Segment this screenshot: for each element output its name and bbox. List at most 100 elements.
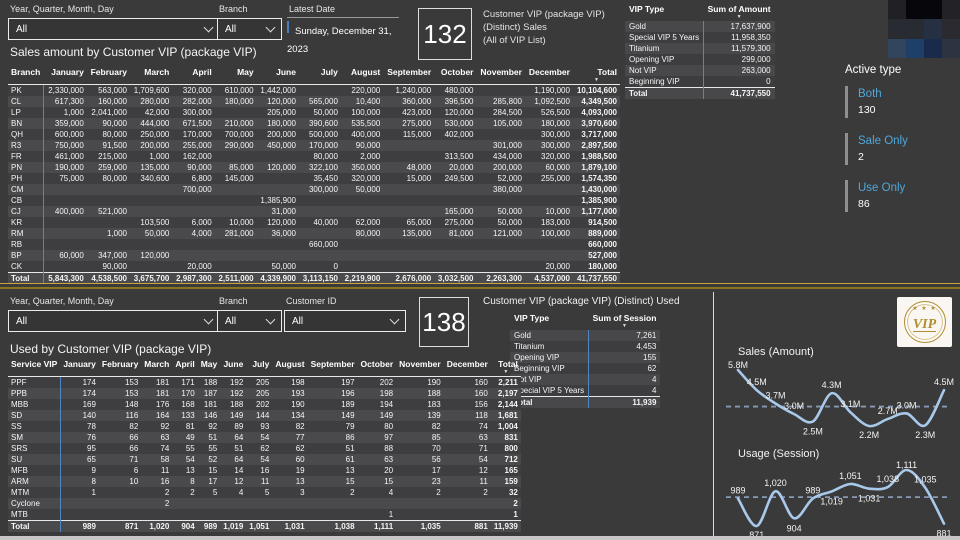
vip-type-cell[interactable]: Beginning VIP (514, 364, 565, 373)
matrix-cell[interactable] (87, 184, 130, 195)
matrix-total-cell[interactable]: 3,970,600 (581, 119, 617, 128)
matrix-cell[interactable]: 66 (129, 433, 139, 442)
matrix-cell[interactable]: 91,500 (102, 141, 127, 150)
column-header[interactable]: September (307, 358, 358, 377)
vip-type-cell[interactable]: Opening VIP (514, 353, 560, 362)
matrix-total-cell[interactable]: 1,574,350 (581, 174, 617, 183)
column-header[interactable]: October (434, 66, 477, 85)
matrix-cell[interactable]: 4,000 (191, 229, 212, 238)
matrix-cell[interactable]: 50,000 (313, 108, 338, 117)
matrix-cell[interactable] (341, 261, 383, 273)
matrix-cell[interactable] (477, 85, 525, 97)
row-header[interactable]: SD (11, 411, 23, 420)
matrix-cell[interactable]: 103,500 (140, 218, 170, 227)
matrix-cell[interactable]: 380,000 (493, 185, 522, 194)
matrix-cell[interactable]: 285,800 (493, 97, 522, 106)
matrix-cell[interactable] (299, 228, 341, 239)
row-header[interactable]: FR (11, 152, 22, 161)
matrix-cell[interactable]: 120,000 (267, 97, 296, 106)
matrix-cell[interactable]: 1,385,900 (260, 196, 296, 205)
matrix-cell[interactable] (383, 206, 434, 217)
matrix-cell[interactable] (99, 498, 141, 509)
matrix-total-cell[interactable]: 1,177,000 (581, 207, 617, 216)
matrix-cell[interactable]: 105,000 (493, 119, 522, 128)
vip-type-cell[interactable]: Opening VIP (629, 55, 675, 64)
matrix-cell[interactable]: 360,000 (402, 97, 432, 106)
matrix-cell[interactable]: 54 (260, 433, 270, 442)
matrix-cell[interactable]: 170,000 (308, 141, 338, 150)
matrix-cell[interactable]: 275,000 (402, 119, 432, 128)
matrix-cell[interactable]: 188 (229, 400, 244, 409)
matrix-cell[interactable] (477, 195, 525, 206)
matrix-cell[interactable]: 116 (125, 411, 139, 420)
matrix-cell[interactable]: 11 (261, 477, 270, 486)
matrix-cell[interactable]: 63 (384, 455, 394, 464)
row-header[interactable]: R3 (11, 141, 22, 150)
matrix-cell[interactable] (525, 250, 573, 261)
matrix-cell[interactable] (444, 509, 491, 521)
matrix-cell[interactable]: 80 (384, 422, 394, 431)
matrix-cell[interactable] (434, 250, 476, 261)
matrix-cell[interactable]: 160 (474, 378, 488, 387)
matrix-cell[interactable] (257, 184, 299, 195)
matrix-cell[interactable]: 153 (124, 378, 139, 387)
matrix-cell[interactable]: 90,000 (187, 163, 212, 172)
vip-type-cell[interactable]: Titanium (629, 44, 660, 53)
matrix-cell[interactable]: 610,000 (224, 86, 254, 95)
matrix-cell[interactable]: 60,000 (545, 163, 570, 172)
row-header[interactable]: PK (11, 86, 22, 95)
vip-value-cell[interactable]: 263,000 (703, 65, 775, 76)
matrix-cell[interactable]: 20,000 (449, 163, 474, 172)
matrix-total-cell[interactable]: 889,000 (588, 229, 617, 238)
matrix-cell[interactable]: 115,000 (402, 130, 432, 139)
matrix-cell[interactable]: 70 (431, 444, 441, 453)
matrix-cell[interactable]: 23 (431, 477, 441, 486)
matrix-cell[interactable]: 1,000 (149, 152, 170, 161)
matrix-cell[interactable]: 1,240,000 (395, 86, 432, 95)
matrix-cell[interactable]: 80,000 (102, 174, 127, 183)
column-header[interactable]: December (443, 358, 491, 377)
matrix-cell[interactable]: 54 (185, 455, 195, 464)
matrix-cell[interactable]: 176 (155, 400, 170, 409)
matrix-cell[interactable] (172, 498, 197, 509)
matrix-total-cell[interactable]: 527,000 (588, 251, 617, 260)
matrix-cell[interactable]: 1,035 (420, 522, 441, 531)
matrix-cell[interactable]: 871 (124, 522, 139, 531)
matrix-total-cell[interactable]: 1,988,500 (581, 152, 617, 161)
row-header[interactable]: CB (11, 196, 23, 205)
matrix-cell[interactable]: 183,000 (541, 218, 570, 227)
matrix-cell[interactable]: 149 (379, 411, 394, 420)
matrix-total-cell[interactable]: 41,737,550 (576, 274, 617, 283)
matrix-cell[interactable]: 434,000 (493, 152, 522, 161)
matrix-cell[interactable] (198, 498, 221, 509)
matrix-cell[interactable]: 65,000 (406, 218, 432, 227)
matrix-cell[interactable]: 190,000 (43, 162, 87, 173)
matrix-cell[interactable]: 1,051 (249, 522, 270, 531)
row-header[interactable]: MTM (11, 488, 30, 497)
matrix-cell[interactable]: 118 (475, 411, 488, 420)
matrix-cell[interactable] (172, 239, 214, 250)
matrix-total-cell[interactable]: 4,349,500 (581, 97, 617, 106)
column-header[interactable]: May (197, 358, 221, 377)
column-header[interactable]: January (60, 358, 99, 377)
matrix-cell[interactable] (308, 509, 358, 521)
column-header[interactable]: February (98, 358, 142, 377)
vip-value-cell[interactable]: 4 (588, 374, 661, 385)
column-header[interactable]: Total ▼ (490, 358, 521, 377)
matrix-cell[interactable]: 81,000 (449, 229, 474, 238)
active-type-item-use-only[interactable]: Use Only 86 (845, 180, 955, 212)
matrix-cell[interactable]: 989 (59, 520, 99, 532)
matrix-cell[interactable]: 35,450 (313, 174, 338, 183)
branch-filter-dropdown[interactable]: All (217, 310, 282, 332)
matrix-cell[interactable]: 192 (229, 389, 244, 398)
column-header[interactable]: VIP Type (514, 313, 550, 323)
matrix-cell[interactable]: 700,000 (182, 185, 212, 194)
row-header[interactable]: SU (11, 455, 23, 464)
row-header[interactable]: SS (11, 422, 22, 431)
matrix-cell[interactable] (215, 261, 257, 273)
matrix-cell[interactable]: 10,400 (355, 97, 381, 106)
matrix-cell[interactable]: 95 (59, 443, 99, 454)
matrix-cell[interactable]: 10,000 (545, 207, 570, 216)
row-header[interactable]: MBB (11, 400, 29, 409)
matrix-cell[interactable] (477, 129, 525, 140)
